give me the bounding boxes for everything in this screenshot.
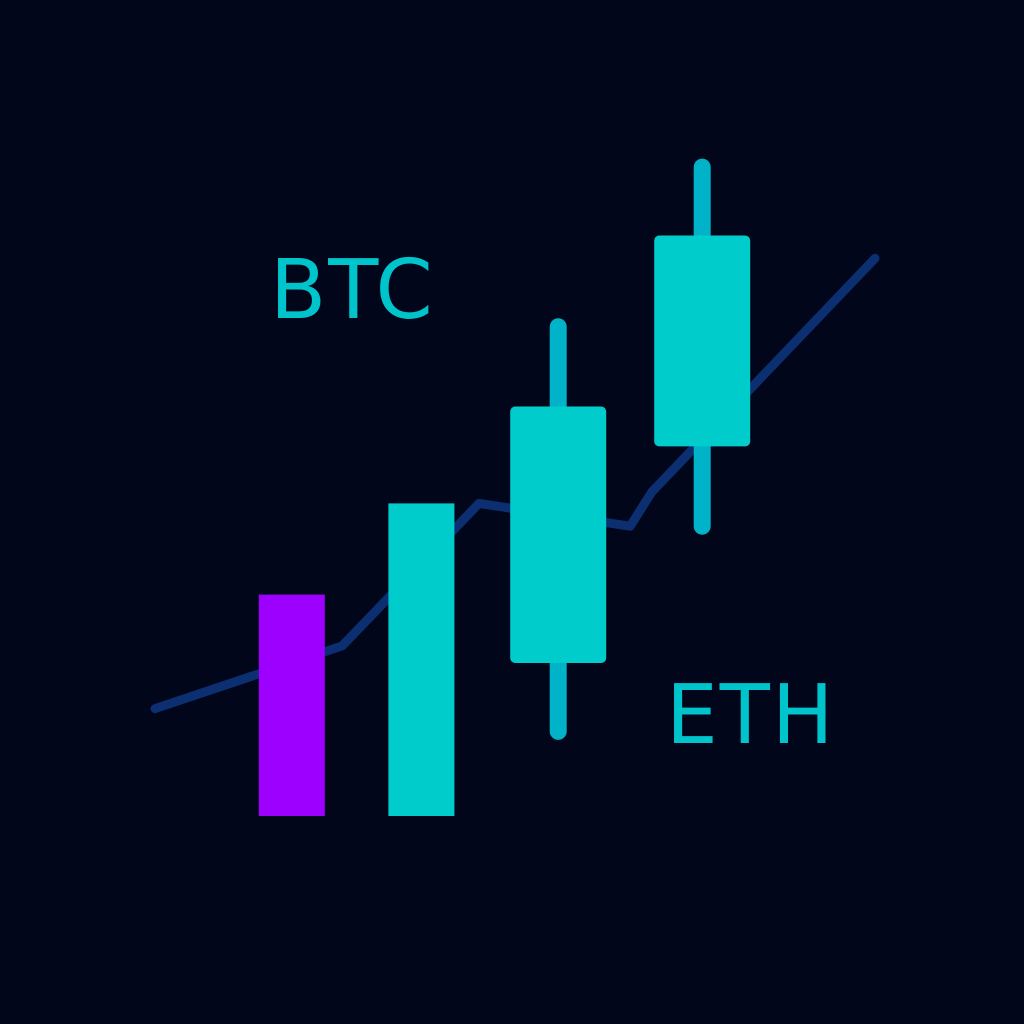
candle-body-1 (510, 406, 607, 663)
eth-label: ETH (666, 668, 836, 763)
volume-bar-1 (258, 594, 325, 816)
candlestick-layer (510, 158, 751, 740)
volume-bar-2 (388, 503, 455, 816)
volume-bar-layer (258, 503, 455, 816)
btc-label: BTC (270, 243, 435, 338)
candle-body-2 (654, 235, 751, 447)
